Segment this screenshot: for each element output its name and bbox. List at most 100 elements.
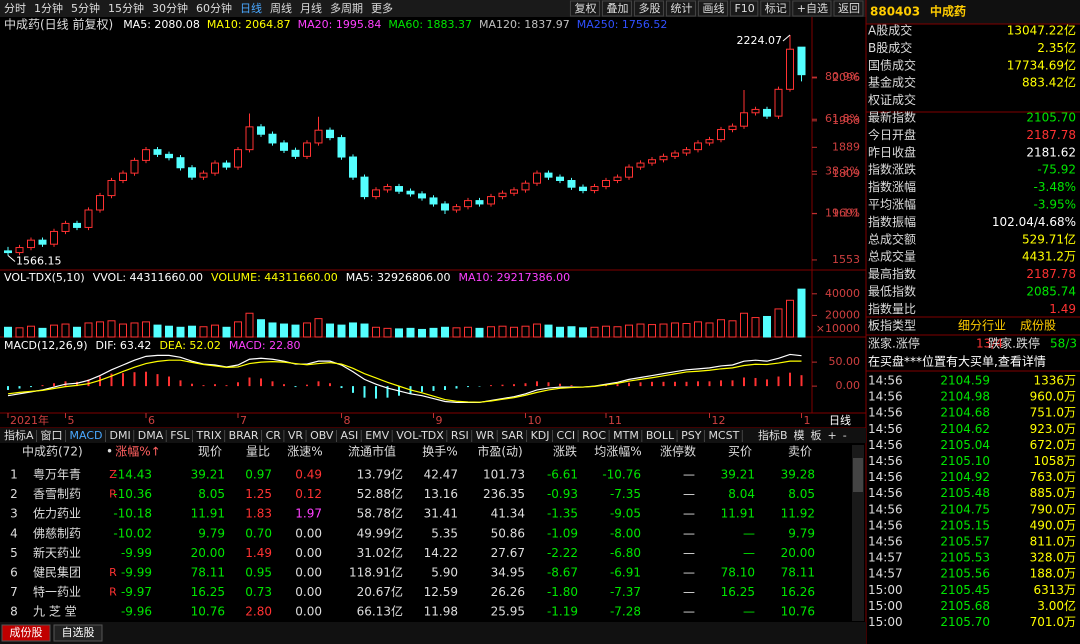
- stock-name[interactable]: 粤万年青: [33, 467, 81, 482]
- candle-body: [4, 250, 12, 254]
- period-tab[interactable]: 月线: [300, 1, 322, 15]
- row-no[interactable]: 2: [10, 487, 18, 501]
- volume-bar: [705, 322, 714, 338]
- indicator-tab[interactable]: VOL-TDX: [396, 429, 444, 442]
- row-no[interactable]: 5: [10, 546, 18, 560]
- indicator-tab[interactable]: DMI: [110, 429, 131, 442]
- table-header[interactable]: 均涨幅%: [594, 444, 641, 459]
- period-tab[interactable]: 1分钟: [34, 1, 63, 15]
- toolbar-button[interactable]: 标记: [765, 1, 787, 15]
- board-extra[interactable]: 成份股: [1020, 319, 1056, 333]
- table-header[interactable]: 卖价: [788, 445, 812, 459]
- volume-bar: [579, 327, 587, 338]
- tick-price: 2104.98: [940, 390, 990, 404]
- indicator-tab[interactable]: VR: [288, 429, 304, 442]
- toolbar-button[interactable]: 画线: [702, 1, 724, 15]
- indicator-tab[interactable]: 指标A: [4, 428, 34, 442]
- indicator-tab[interactable]: CR: [266, 429, 282, 442]
- table-header[interactable]: 涨速%: [287, 444, 322, 459]
- indicator-tab[interactable]: ROC: [582, 429, 606, 442]
- toolbar-button[interactable]: 叠加: [606, 2, 628, 15]
- table-header[interactable]: 市盈(动): [477, 444, 522, 459]
- vol-unit: ×10000: [816, 322, 860, 335]
- indicator-tab[interactable]: TRIX: [195, 429, 222, 442]
- period-tab[interactable]: 更多: [371, 1, 393, 15]
- stock-name[interactable]: 健民集团: [33, 565, 81, 580]
- table-cell: 39.21: [721, 468, 755, 482]
- notice[interactable]: 在买盘***位置有大买单,查看详情: [868, 354, 1046, 369]
- indicator-tab[interactable]: PSY: [681, 429, 702, 442]
- indicator-tab[interactable]: -: [843, 429, 847, 442]
- indicator-tab[interactable]: RSI: [451, 429, 469, 442]
- row-no[interactable]: 8: [10, 605, 18, 619]
- row-no[interactable]: 3: [10, 507, 18, 521]
- volume-bar: [130, 322, 139, 338]
- table-cell: 50.86: [491, 526, 525, 540]
- period-tab[interactable]: 多周期: [330, 1, 363, 15]
- table-header[interactable]: 涨跌: [553, 444, 577, 459]
- toolbar-button[interactable]: F10: [734, 2, 754, 15]
- stock-name[interactable]: 佐力药业: [33, 507, 81, 521]
- indicator-tab[interactable]: 指标B: [758, 428, 788, 442]
- period-tab[interactable]: 分时: [4, 2, 26, 15]
- indicator-tab[interactable]: 窗口: [41, 428, 63, 442]
- indicator-tab[interactable]: OBV: [310, 429, 334, 442]
- board-value[interactable]: 细分行业: [958, 319, 1006, 333]
- indicator-tab[interactable]: BRAR: [229, 429, 259, 442]
- table-cell: -6.61: [547, 468, 578, 482]
- indicator-tab[interactable]: ASI: [340, 429, 358, 442]
- table-header[interactable]: 流通市值: [348, 444, 396, 459]
- bottom-tab[interactable]: 成份股: [10, 626, 43, 639]
- table-header[interactable]: 现价: [198, 445, 222, 459]
- toolbar-button[interactable]: 复权: [574, 1, 596, 15]
- row-no[interactable]: 1: [10, 468, 18, 482]
- period-tab[interactable]: 5分钟: [71, 1, 100, 15]
- indicator-tab[interactable]: KDJ: [531, 429, 550, 442]
- tick-volume: 811.0万: [1030, 535, 1076, 549]
- table-header[interactable]: 涨停数: [660, 444, 696, 459]
- indicator-tab[interactable]: MTM: [613, 429, 639, 442]
- indicator-tab[interactable]: CCI: [557, 429, 576, 442]
- candle-body: [349, 156, 357, 178]
- indicator-tab[interactable]: DMA: [138, 429, 164, 442]
- indicator-tab[interactable]: SAR: [501, 429, 524, 442]
- stock-name[interactable]: 香雪制药: [33, 487, 81, 501]
- table-header[interactable]: 换手%: [422, 445, 457, 459]
- table-header[interactable]: 量比: [246, 445, 270, 459]
- indicator-tab[interactable]: FSL: [170, 429, 190, 442]
- period-tab[interactable]: 15分钟: [108, 1, 144, 15]
- row-no[interactable]: 4: [10, 526, 18, 540]
- table-header[interactable]: 涨幅%↑: [115, 444, 160, 459]
- indicator-tab[interactable]: BOLL: [646, 429, 675, 442]
- stock-name[interactable]: 九 芝 堂: [33, 604, 77, 619]
- stock-name[interactable]: 新天药业: [33, 545, 81, 560]
- indicator-tab[interactable]: MACD: [70, 429, 103, 442]
- toolbar-button[interactable]: 统计: [670, 2, 692, 15]
- low-pointer: [7, 255, 16, 262]
- table-header[interactable]: •: [106, 445, 113, 459]
- indicator-tab[interactable]: MCST: [708, 429, 739, 442]
- stock-name[interactable]: 佛慈制药: [33, 525, 81, 540]
- period-tab[interactable]: 30分钟: [152, 1, 188, 15]
- stock-name[interactable]: 特一药业: [33, 584, 81, 599]
- row-no[interactable]: 6: [10, 566, 18, 580]
- indicator-tab[interactable]: +: [828, 429, 837, 442]
- toolbar-button[interactable]: 返回: [838, 2, 860, 15]
- period-tab[interactable]: 60分钟: [196, 1, 232, 15]
- table-header[interactable]: 买价: [728, 445, 752, 459]
- bottom-tab[interactable]: 自选股: [62, 626, 95, 639]
- toolbar-button[interactable]: 多股: [638, 1, 660, 15]
- toolbar-button[interactable]: +自选: [797, 2, 828, 15]
- indicator-tab[interactable]: 模: [794, 429, 805, 442]
- period-tab[interactable]: 日线: [240, 1, 262, 15]
- period-label[interactable]: 日线: [829, 413, 851, 427]
- fib-tick-label: 61.8%: [825, 112, 860, 125]
- candle-body: [15, 247, 24, 254]
- indicator-tab[interactable]: WR: [476, 429, 495, 442]
- table-header[interactable]: 中成药(72): [22, 444, 83, 459]
- period-tab[interactable]: 周线: [270, 1, 292, 15]
- candle-body: [544, 172, 553, 178]
- indicator-tab[interactable]: EMV: [365, 429, 389, 442]
- row-no[interactable]: 7: [10, 585, 18, 599]
- indicator-tab[interactable]: 板: [811, 428, 822, 442]
